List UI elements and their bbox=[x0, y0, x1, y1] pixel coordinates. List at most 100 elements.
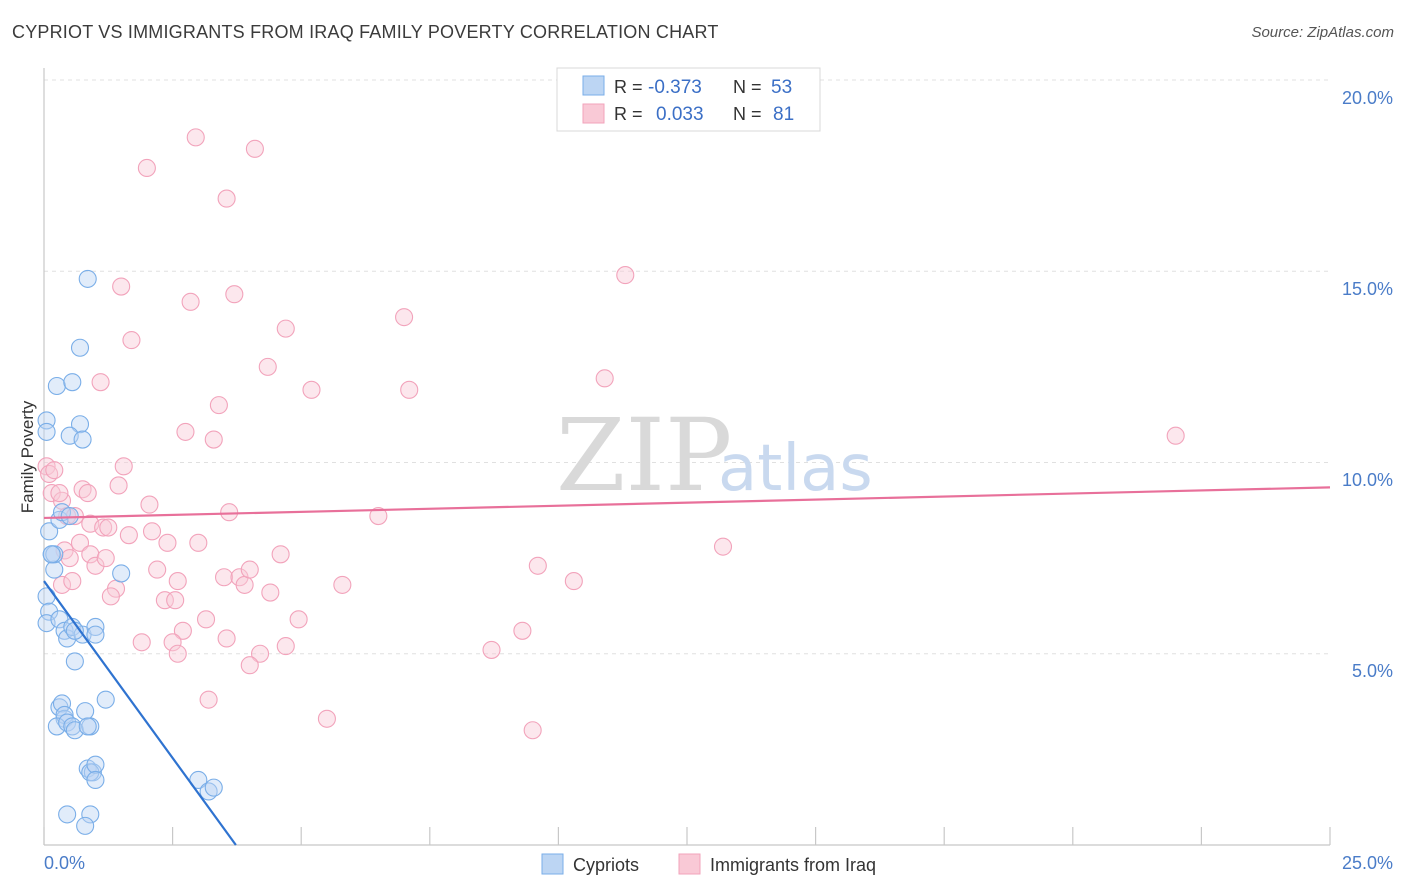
cypriots-point-22 bbox=[73, 430, 92, 449]
cypriots-point-29 bbox=[52, 694, 72, 713]
bottom-legend-label-cypriots: Cypriots bbox=[573, 855, 639, 875]
iraq-point-31 bbox=[148, 560, 167, 579]
bottom-legend-label-iraq: Immigrants from Iraq bbox=[710, 855, 876, 875]
iraq-point-66 bbox=[395, 308, 414, 327]
gridlines bbox=[44, 79, 1330, 655]
cypriots-point-25 bbox=[86, 617, 105, 637]
iraq-point-58 bbox=[271, 545, 290, 564]
iraq-point-27 bbox=[91, 373, 110, 392]
iraq-point-42 bbox=[189, 533, 208, 552]
iraq-point-22 bbox=[109, 476, 128, 495]
iraq-point-67 bbox=[400, 380, 419, 399]
cypriots-point-43 bbox=[86, 770, 105, 790]
iraq-point-63 bbox=[317, 709, 336, 728]
iraq-point-8 bbox=[60, 549, 79, 568]
iraq-point-62 bbox=[302, 380, 321, 399]
iraq-point-36 bbox=[173, 621, 192, 640]
iraq-point-37 bbox=[163, 633, 182, 652]
iraq-point-10 bbox=[63, 572, 82, 591]
iraq-point-59 bbox=[276, 319, 295, 338]
iraq-point-75 bbox=[523, 721, 542, 740]
cypriots-point-17 bbox=[63, 373, 82, 392]
legend-r-value-cypriots: -0.373 bbox=[648, 77, 702, 98]
iraq-point-29 bbox=[140, 495, 159, 514]
cypriots-point-20 bbox=[70, 415, 90, 434]
iraq-point-69 bbox=[513, 621, 532, 640]
cypriots-point-45 bbox=[58, 805, 77, 824]
watermark-zip: ZIP bbox=[556, 397, 732, 514]
iraq-point-16 bbox=[86, 556, 105, 575]
iraq-point-60 bbox=[276, 637, 295, 656]
iraq-point-73 bbox=[616, 266, 635, 285]
bottom-legend-swatch-iraq bbox=[678, 853, 701, 875]
iraq-point-21 bbox=[101, 587, 120, 606]
iraq-point-57 bbox=[261, 583, 280, 602]
iraq-point-14 bbox=[70, 533, 90, 552]
iraq-point-79 bbox=[132, 633, 151, 652]
legend-n-label-iraq: N = bbox=[733, 104, 762, 124]
iraq-point-38 bbox=[168, 644, 187, 663]
iraq-point-15 bbox=[81, 545, 100, 564]
cypriots-point-14 bbox=[58, 629, 77, 648]
cypriots-point-5 bbox=[37, 587, 56, 606]
cypriots-point-44 bbox=[96, 690, 115, 709]
iraq-point-46 bbox=[209, 396, 228, 415]
iraq-point-33 bbox=[158, 533, 177, 552]
iraq-point-17 bbox=[94, 518, 113, 537]
iraq-point-70 bbox=[528, 556, 547, 575]
iraq-point-3 bbox=[42, 484, 61, 503]
legend-box: R = -0.373 N = 53 R = 0.033 N = 81 bbox=[556, 67, 821, 132]
cypriots-point-19 bbox=[70, 338, 90, 357]
iraq-point-19 bbox=[96, 549, 115, 568]
cypriots-point-10 bbox=[60, 506, 79, 526]
iraq-point-61 bbox=[289, 610, 308, 629]
cypriots-point-4 bbox=[45, 560, 64, 579]
iraq-point-25 bbox=[112, 277, 131, 296]
watermark-atlas: atlas bbox=[718, 432, 873, 506]
cypriots-point-47 bbox=[76, 816, 95, 835]
iraq-point-49 bbox=[217, 189, 236, 208]
iraq-point-26 bbox=[122, 331, 141, 350]
legend-r-label-cypriots: R = bbox=[614, 77, 643, 97]
x-tick-label-0: 0.0% bbox=[44, 853, 85, 873]
cypriots-point-6 bbox=[40, 602, 59, 621]
series-cypriots-points bbox=[37, 269, 223, 835]
cypriots-point-1 bbox=[37, 422, 56, 441]
iraq-point-12 bbox=[78, 484, 97, 503]
iraq-point-68 bbox=[482, 640, 501, 659]
cypriots-point-32 bbox=[47, 717, 66, 736]
y-tick-label-20: 20.0% bbox=[1342, 88, 1393, 108]
iraq-point-65 bbox=[369, 506, 388, 526]
cypriots-point-46 bbox=[81, 805, 100, 824]
legend-n-value-cypriots: 53 bbox=[771, 77, 792, 98]
iraq-point-47 bbox=[214, 568, 234, 587]
iraq-point-24 bbox=[119, 526, 138, 545]
iraq-point-9 bbox=[52, 575, 72, 594]
iraq-point-41 bbox=[186, 128, 205, 147]
x-axis-ticks bbox=[43, 827, 1331, 845]
iraq-point-78 bbox=[50, 484, 69, 503]
iraq-point-2 bbox=[45, 461, 64, 480]
iraq-point-76 bbox=[240, 560, 259, 579]
iraq-point-72 bbox=[595, 369, 614, 388]
iraq-point-77 bbox=[240, 656, 259, 675]
iraq-point-40 bbox=[181, 292, 200, 311]
iraq-point-39 bbox=[176, 422, 195, 441]
iraq-point-34 bbox=[166, 591, 185, 610]
iraq-point-48 bbox=[217, 629, 236, 648]
y-tick-label-5: 5.0% bbox=[1352, 661, 1393, 681]
cypriots-point-42 bbox=[86, 755, 105, 774]
trend-line-cypriots bbox=[43, 580, 237, 846]
source-label: Source: ZipAtlas.com bbox=[1251, 24, 1394, 41]
series-iraq-points bbox=[37, 128, 1185, 740]
cypriots-point-50 bbox=[204, 778, 223, 797]
cypriots-point-18 bbox=[78, 269, 97, 288]
iraq-point-45 bbox=[204, 430, 223, 449]
legend-n-label-cypriots: N = bbox=[733, 77, 762, 97]
legend-r-label-iraq: R = bbox=[614, 104, 643, 124]
cypriots-point-27 bbox=[112, 564, 131, 583]
iraq-point-64 bbox=[333, 575, 352, 594]
iraq-point-71 bbox=[564, 572, 583, 591]
iraq-point-50 bbox=[220, 503, 239, 522]
